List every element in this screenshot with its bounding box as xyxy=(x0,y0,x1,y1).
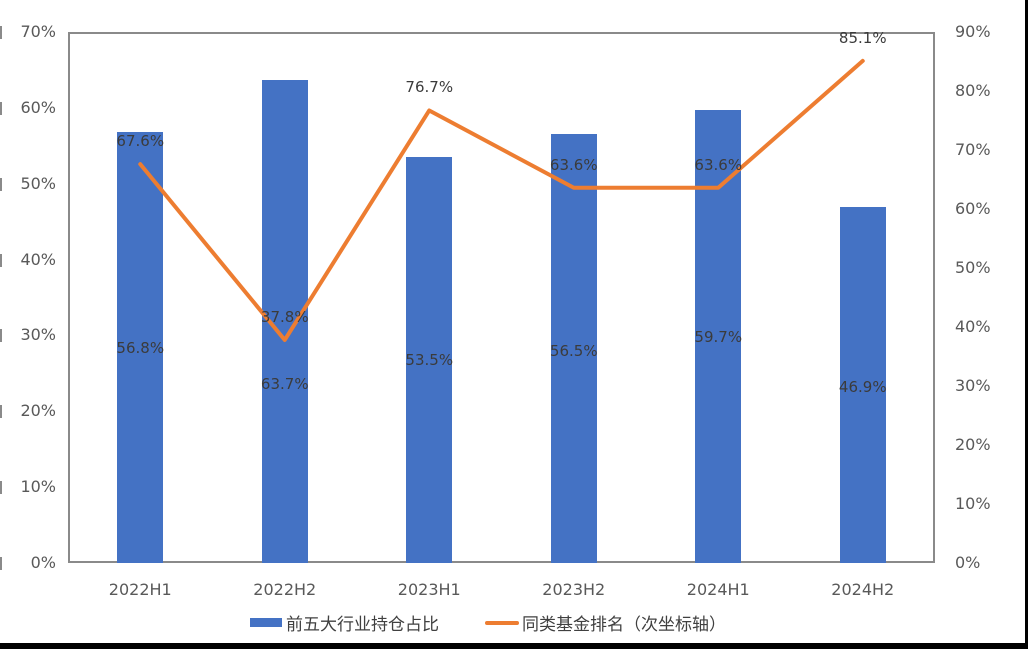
left-axis-tick-70%: 70% xyxy=(20,22,56,41)
edge-mark-20% xyxy=(0,405,2,419)
x-axis-label-2022H2: 2022H2 xyxy=(253,580,317,599)
x-axis-label-2023H2: 2023H2 xyxy=(542,580,606,599)
right-axis-tick-0%: 0% xyxy=(955,553,981,572)
right-axis-tick-60%: 60% xyxy=(955,199,991,218)
right-axis-tick-30%: 30% xyxy=(955,376,991,395)
left-axis-tick-20%: 20% xyxy=(20,401,56,421)
left-axis-tick-60%: 60% xyxy=(20,97,56,117)
bar-2023H2 xyxy=(550,134,597,563)
plot-area xyxy=(68,32,935,563)
legend-line-label: 同类基金排名（次坐标轴） xyxy=(522,615,726,635)
legend-bar-label: 前五大行业持仓占比 xyxy=(286,615,439,635)
legend-line-swatch-icon xyxy=(485,621,519,625)
edge-mark-60% xyxy=(0,101,2,115)
bar-label-2022H2: 63.7% xyxy=(260,375,309,394)
line-label-2022H1: 67.6% xyxy=(116,132,165,151)
x-axis-label-2024H2: 2024H2 xyxy=(831,580,895,599)
right-border-line xyxy=(1025,0,1028,649)
line-label-2023H1: 76.7% xyxy=(405,78,454,97)
bar-label-2024H2: 46.9% xyxy=(838,378,887,397)
edge-mark-50% xyxy=(0,177,2,191)
bar-2022H1 xyxy=(117,132,164,563)
left-axis-tick-0%: 0% xyxy=(30,553,56,572)
left-axis-tick-30%: 30% xyxy=(20,325,56,345)
left-axis-tick-50%: 50% xyxy=(20,173,56,193)
legend-bar-swatch-icon xyxy=(250,618,282,627)
x-axis-label-2023H1: 2023H1 xyxy=(397,580,461,599)
edge-mark-10% xyxy=(0,481,2,495)
line-label-2024H1: 63.6% xyxy=(694,155,743,174)
bar-label-2022H1: 56.8% xyxy=(116,338,165,357)
right-axis-tick-80%: 80% xyxy=(955,81,991,100)
bar-label-2023H1: 53.5% xyxy=(405,351,454,370)
left-axis-tick-10%: 10% xyxy=(20,477,56,497)
right-axis-tick-40%: 40% xyxy=(955,317,991,336)
x-axis-label-2024H1: 2024H1 xyxy=(686,580,750,599)
right-axis-tick-50%: 50% xyxy=(955,258,991,277)
edge-mark-40% xyxy=(0,253,2,267)
line-label-2023H2: 63.6% xyxy=(549,155,598,174)
right-axis-tick-70%: 70% xyxy=(955,140,991,159)
edge-mark-0% xyxy=(0,557,2,570)
bottom-border-line xyxy=(0,643,1028,649)
edge-mark-70% xyxy=(0,26,2,39)
left-axis-tick-40%: 40% xyxy=(20,249,56,269)
right-axis-tick-20%: 20% xyxy=(955,435,991,454)
line-label-2022H2: 37.8% xyxy=(260,307,309,326)
edge-mark-30% xyxy=(0,329,2,343)
bar-label-2023H2: 56.5% xyxy=(549,341,598,360)
bar-2024H2 xyxy=(839,207,886,563)
x-axis-label-2022H1: 2022H1 xyxy=(108,580,172,599)
ranking-line-path xyxy=(138,58,865,342)
line-series xyxy=(138,58,865,342)
right-axis-tick-10%: 10% xyxy=(955,494,991,513)
bar-2023H1 xyxy=(406,157,453,563)
line-label-2024H2: 85.1% xyxy=(838,28,887,47)
bar-label-2024H1: 59.7% xyxy=(694,327,743,346)
right-axis-tick-90%: 90% xyxy=(955,22,991,41)
